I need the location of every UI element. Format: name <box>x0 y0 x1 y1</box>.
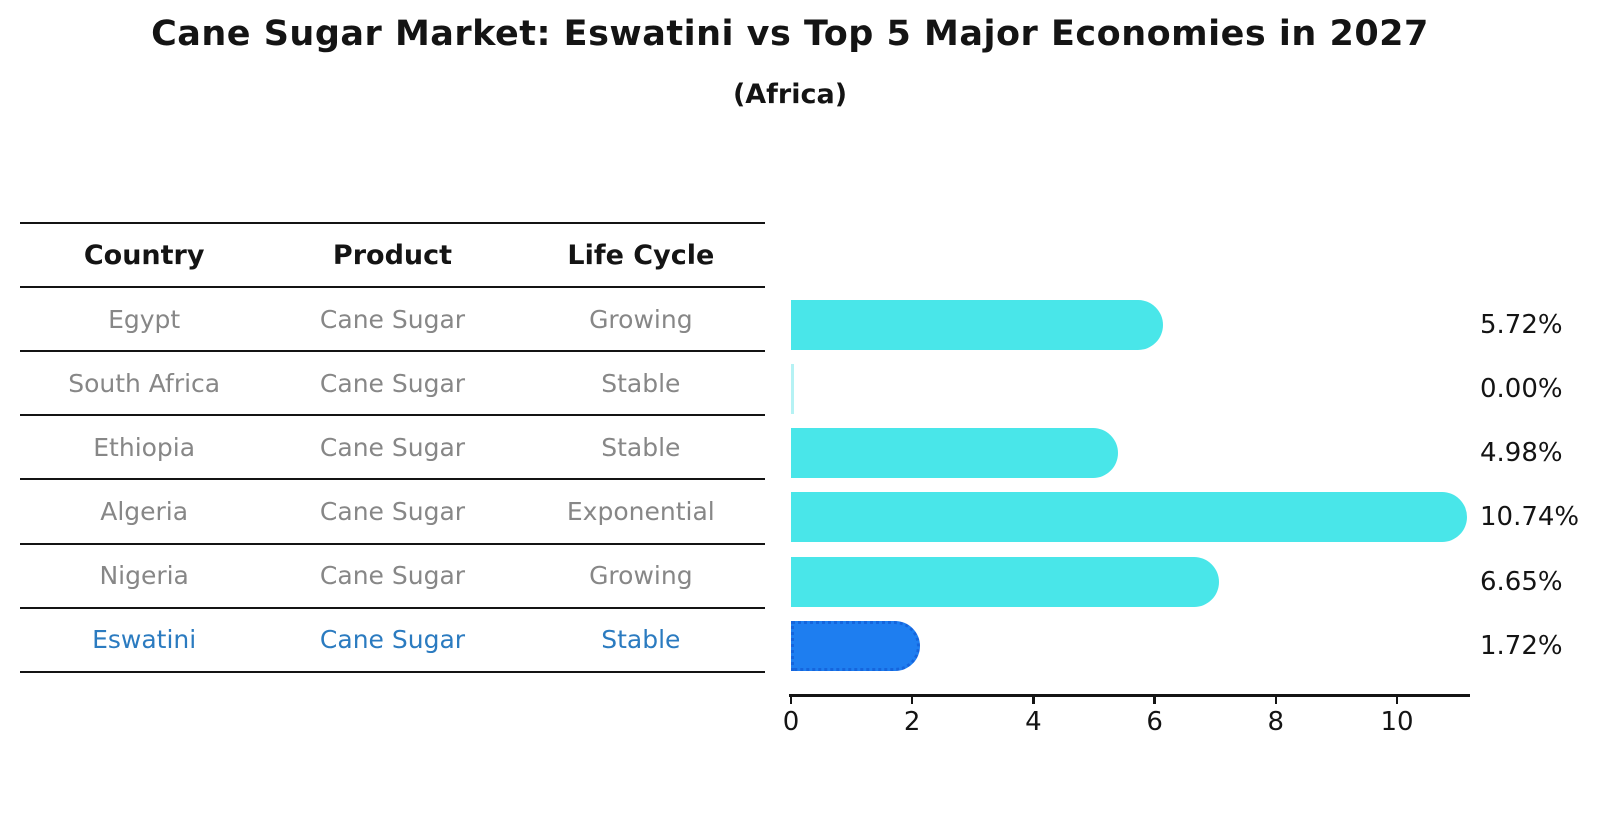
tick-label: 2 <box>903 707 921 737</box>
bar-south-africa <box>791 364 794 415</box>
table-row-eswatini-highlighted: Eswatini Cane Sugar Stable <box>20 609 765 673</box>
tick-label: 10 <box>1380 707 1414 737</box>
bar-slot <box>791 293 1491 357</box>
cell-life-cycle: Stable <box>601 432 681 462</box>
cell-product: Cane Sugar <box>319 432 466 462</box>
x-tick: 6 <box>1115 696 1195 737</box>
chart-subtitle: (Africa) <box>732 79 848 110</box>
table-row-ethiopia: Ethiopia Cane Sugar Stable <box>20 416 765 481</box>
value-label-ethiopia: 4.98% <box>1480 438 1563 469</box>
header-product: Product <box>332 239 453 271</box>
header-life-cycle: Life Cycle <box>567 239 715 271</box>
cell-product: Cane Sugar <box>319 304 466 334</box>
value-labels: 5.72% 0.00% 4.98% 10.74% 6.65% 1.72% <box>1480 293 1600 678</box>
x-tick: 0 <box>751 696 831 737</box>
table-row-egypt: Egypt Cane Sugar Growing <box>20 288 765 353</box>
bar-chart <box>791 293 1491 679</box>
x-tick: 2 <box>872 696 952 737</box>
tick-label: 8 <box>1267 707 1285 737</box>
cell-country: Ethiopia <box>93 432 196 462</box>
cell-life-cycle: Stable <box>601 625 681 655</box>
x-axis-line <box>789 694 1470 697</box>
header-country: Country <box>83 239 205 271</box>
value-label-south-africa: 0.00% <box>1480 374 1563 405</box>
tick-label: 6 <box>1146 707 1163 737</box>
cell-life-cycle: Stable <box>601 368 681 398</box>
value-label-algeria: 10.74% <box>1480 502 1580 533</box>
cell-product: Cane Sugar <box>319 561 466 591</box>
chart-title: Cane Sugar Market: Eswatini vs Top 5 Maj… <box>151 14 1429 54</box>
value-label-nigeria: 6.65% <box>1480 566 1563 597</box>
cell-country: Algeria <box>100 497 189 527</box>
x-tick: 8 <box>1236 696 1316 737</box>
cell-product: Cane Sugar <box>319 497 466 527</box>
value-label-eswatini: 1.72% <box>1480 630 1563 661</box>
bar-algeria <box>791 492 1467 543</box>
tick-mark <box>910 696 914 704</box>
bar-slot <box>791 550 1491 614</box>
cell-life-cycle: Exponential <box>566 497 715 527</box>
cell-product: Cane Sugar <box>319 368 466 398</box>
bar-slot <box>791 614 1491 678</box>
tick-mark <box>1032 696 1035 704</box>
tick-mark <box>789 696 793 704</box>
bar-egypt <box>791 300 1163 350</box>
data-table: Country Product Life Cycle Egypt Cane Su… <box>20 222 765 673</box>
x-tick: 10 <box>1357 696 1437 737</box>
cell-country: South Africa <box>68 368 221 398</box>
tick-mark <box>1395 696 1399 704</box>
table-header-row: Country Product Life Cycle <box>20 222 765 288</box>
bar-ethiopia <box>791 428 1118 479</box>
bar-slot <box>791 421 1491 485</box>
x-tick: 4 <box>993 696 1073 737</box>
table-row-south-africa: South Africa Cane Sugar Stable <box>20 352 765 417</box>
bar-nigeria <box>791 556 1219 607</box>
value-label-egypt: 5.72% <box>1480 310 1563 340</box>
bar-slot <box>791 485 1491 549</box>
cell-country: Nigeria <box>99 561 189 591</box>
table-row-algeria: Algeria Cane Sugar Exponential <box>20 480 765 545</box>
cell-country: Egypt <box>108 304 181 334</box>
bar-eswatini-highlighted <box>791 620 921 671</box>
tick-label: 4 <box>1025 707 1042 737</box>
cell-product: Cane Sugar <box>319 625 466 655</box>
tick-mark <box>1153 696 1156 704</box>
cell-life-cycle: Growing <box>589 561 693 591</box>
tick-label: 0 <box>782 707 800 737</box>
cell-country: Eswatini <box>92 625 197 655</box>
bar-slot <box>791 357 1491 421</box>
x-axis-ticks: 0 2 4 6 8 10 <box>783 696 1491 756</box>
tick-mark <box>1274 696 1278 704</box>
table-row-nigeria: Nigeria Cane Sugar Growing <box>20 545 765 609</box>
cell-life-cycle: Growing <box>589 304 693 334</box>
